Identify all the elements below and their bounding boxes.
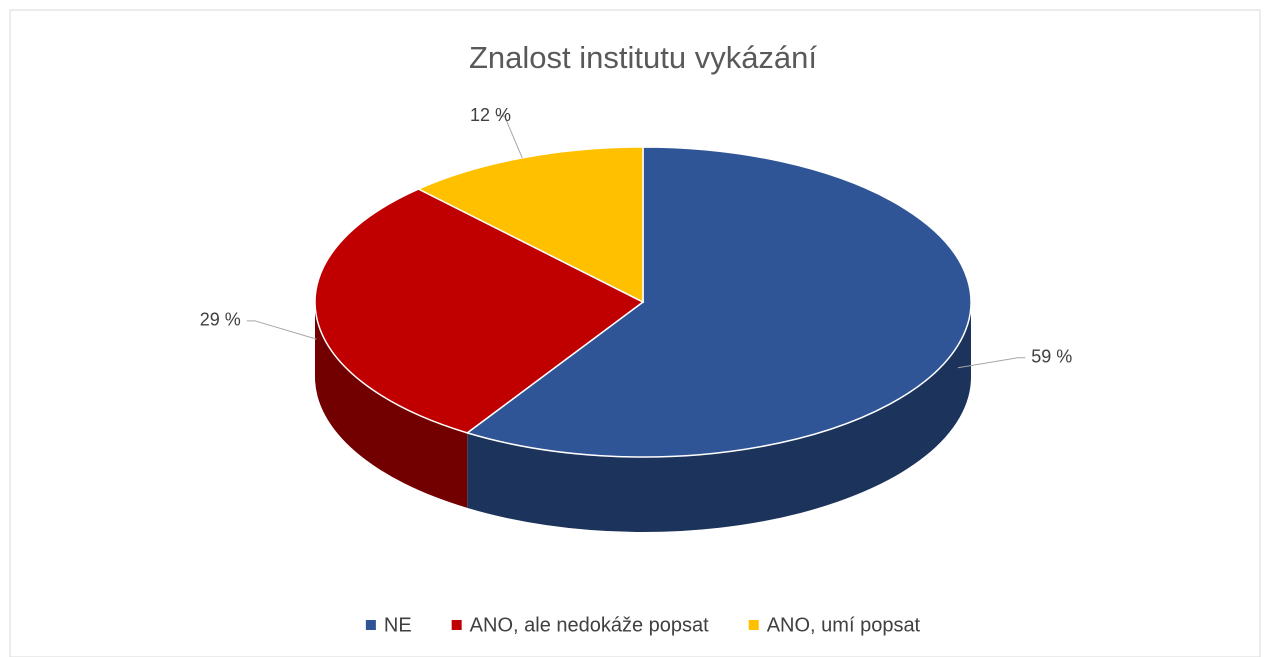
legend-swatch — [365, 620, 376, 630]
leader-line — [246, 320, 317, 340]
slice-side — [467, 302, 971, 532]
chart-title: Znalost institutu vykázání — [469, 40, 817, 75]
legend-label: ANO, umí popsat — [767, 614, 921, 636]
slice — [465, 146, 972, 458]
slice — [314, 188, 645, 434]
leader-line — [957, 357, 1026, 369]
slice-side — [315, 302, 468, 508]
slice — [416, 146, 644, 304]
data-label: 59 % — [1031, 347, 1072, 367]
legend-swatch — [451, 620, 462, 630]
legend-label: ANO, ale nedokáže popsat — [470, 614, 709, 636]
data-label: 29 % — [200, 310, 241, 330]
leader-line — [496, 115, 523, 159]
data-label: 12 % — [470, 105, 511, 125]
legend-label: NE — [384, 614, 412, 636]
legend-swatch — [748, 620, 759, 630]
